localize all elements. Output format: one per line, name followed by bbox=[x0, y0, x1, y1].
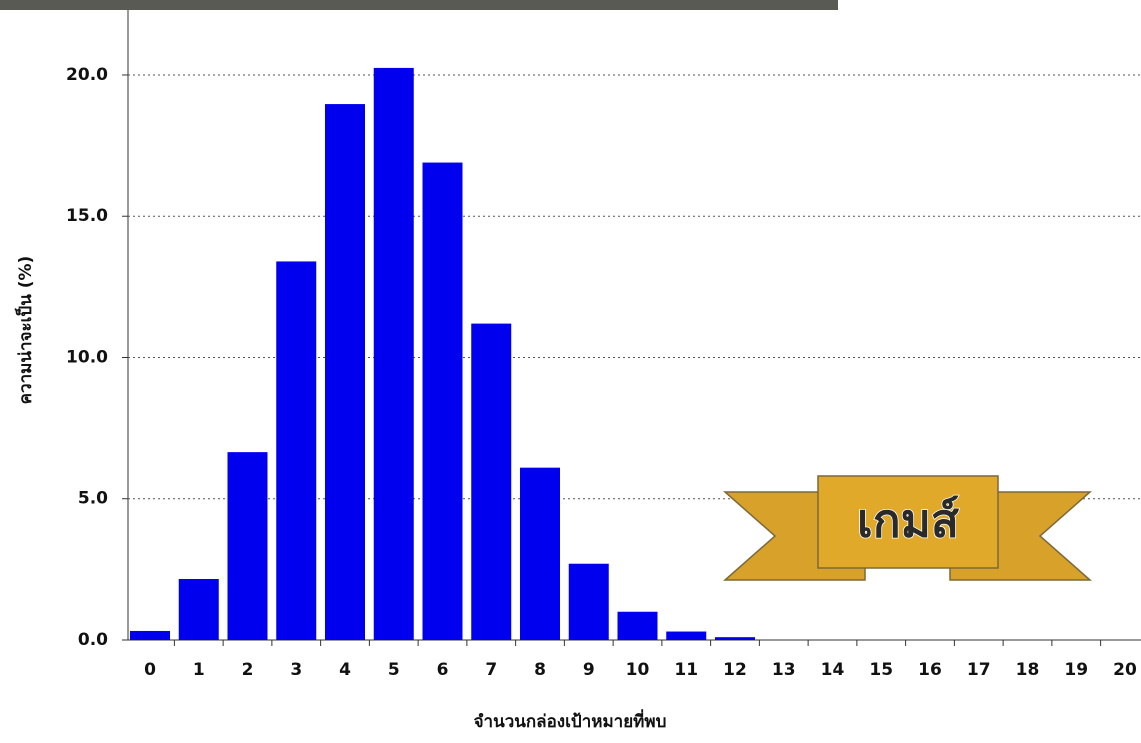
y-tick-label: 5.0 bbox=[78, 489, 108, 509]
bar bbox=[520, 467, 560, 640]
banner: เกมส์ bbox=[723, 475, 1092, 581]
bar bbox=[617, 611, 658, 640]
bar bbox=[178, 578, 219, 640]
y-tick-label: 20.0 bbox=[66, 65, 108, 85]
x-axis-label: จำนวนกล่องเป้าหมายที่พบ bbox=[474, 709, 667, 732]
y-tick-label: 10.0 bbox=[66, 347, 108, 367]
x-tick-label: 5 bbox=[388, 660, 400, 680]
bar bbox=[373, 67, 414, 640]
bar bbox=[666, 631, 707, 640]
y-tick-label: 0.0 bbox=[78, 630, 108, 650]
x-tick-label: 11 bbox=[674, 660, 698, 680]
y-tick-label: 15.0 bbox=[66, 206, 108, 226]
x-tick-label: 7 bbox=[485, 660, 497, 680]
x-tick-label: 0 bbox=[144, 660, 156, 680]
x-tick-label: 13 bbox=[772, 660, 796, 680]
bar bbox=[276, 261, 317, 640]
bar bbox=[325, 104, 365, 640]
bar bbox=[715, 637, 755, 640]
x-tick-label: 10 bbox=[626, 660, 650, 680]
x-tick-label: 6 bbox=[437, 660, 449, 680]
x-tick-label: 12 bbox=[723, 660, 747, 680]
x-tick-label: 14 bbox=[821, 660, 845, 680]
bar bbox=[568, 563, 609, 640]
bar bbox=[422, 162, 463, 640]
x-tick-label: 20 bbox=[1113, 660, 1137, 680]
x-tick-label: 4 bbox=[339, 660, 351, 680]
x-tick-label: 16 bbox=[918, 660, 942, 680]
x-tick-label: 8 bbox=[534, 660, 546, 680]
bar bbox=[130, 630, 170, 640]
x-tick-label: 9 bbox=[583, 660, 595, 680]
y-axis-label: ความน่าจะเป็น (%) bbox=[13, 256, 36, 405]
x-tick-label: 2 bbox=[242, 660, 254, 680]
photo-strip bbox=[0, 0, 838, 10]
ribbon-center bbox=[817, 475, 999, 569]
x-tick-label: 3 bbox=[290, 660, 302, 680]
x-tick-label: 18 bbox=[1016, 660, 1040, 680]
x-tick-label: 15 bbox=[869, 660, 893, 680]
x-tick-label: 17 bbox=[967, 660, 991, 680]
x-tick-label: 19 bbox=[1064, 660, 1088, 680]
x-tick-label: 1 bbox=[193, 660, 205, 680]
bar bbox=[227, 452, 268, 640]
bar bbox=[471, 323, 512, 640]
banner-text: เกมส์ bbox=[857, 494, 960, 548]
